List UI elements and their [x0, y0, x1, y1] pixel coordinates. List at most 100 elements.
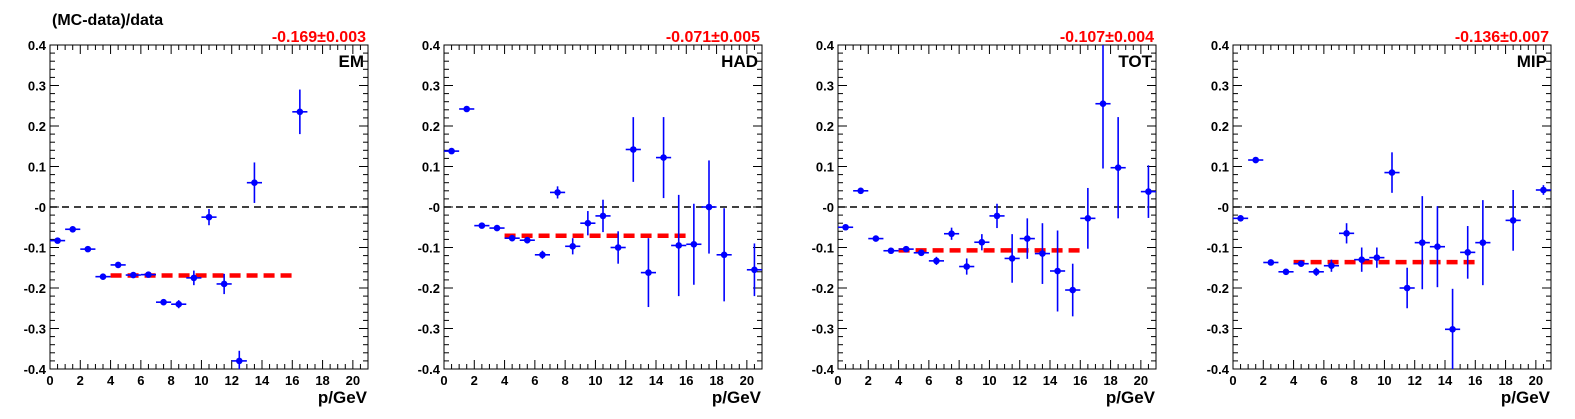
data-point	[1140, 165, 1156, 218]
data-marker	[539, 251, 546, 259]
data-marker	[1388, 169, 1396, 176]
data-marker	[508, 234, 516, 242]
y-tick-label: -0.2	[812, 281, 834, 296]
data-marker	[705, 203, 713, 211]
data-marker	[660, 154, 667, 161]
x-tick-label: 16	[285, 373, 299, 388]
y-tick-label: 0.3	[28, 79, 46, 94]
fit-result-text: -0.136±0.007	[1455, 29, 1549, 46]
data-point	[65, 225, 81, 233]
x-tick-label: 10	[1377, 373, 1391, 388]
data-marker	[296, 108, 304, 116]
data-marker	[1449, 326, 1456, 333]
x-tick-label: 14	[649, 373, 664, 388]
data-marker	[933, 257, 940, 265]
panel-label: MIP	[1517, 52, 1547, 71]
data-points	[1233, 152, 1551, 369]
x-tick-label: 0	[46, 373, 53, 388]
data-marker	[1434, 243, 1441, 250]
data-marker	[1084, 215, 1092, 222]
data-point	[171, 300, 187, 309]
data-point	[125, 271, 141, 279]
y-tick-label: 0.1	[28, 160, 46, 175]
y-tick-label: -0	[428, 200, 440, 215]
x-tick-label: 10	[982, 373, 996, 388]
data-marker	[993, 212, 1001, 220]
data-point	[110, 261, 126, 269]
x-tick-label: 20	[346, 373, 360, 388]
x-tick-label: 8	[956, 373, 963, 388]
data-marker	[1297, 260, 1305, 268]
data-point	[80, 245, 96, 253]
data-point	[201, 209, 217, 226]
x-tick-label: 18	[1498, 373, 1512, 388]
data-point	[1233, 215, 1249, 222]
x-tick-label: 20	[1134, 373, 1148, 388]
data-point	[989, 203, 1005, 229]
data-marker	[1145, 188, 1152, 195]
data-point	[504, 234, 520, 242]
x-tick-label: 18	[709, 373, 723, 388]
data-point	[1399, 267, 1415, 309]
data-marker	[145, 271, 152, 278]
y-tick-label: -0.3	[418, 322, 440, 337]
x-tick-label: 6	[1320, 373, 1327, 388]
data-marker	[554, 189, 561, 196]
data-marker	[1509, 217, 1517, 224]
x-tick-label: 20	[1529, 373, 1543, 388]
data-point	[1445, 288, 1461, 369]
y-tick-label: -0.4	[812, 362, 835, 377]
x-tick-label: 2	[1260, 373, 1267, 388]
x-tick-label: 6	[137, 373, 144, 388]
data-point	[1110, 117, 1126, 219]
x-tick-label: 16	[679, 373, 693, 388]
data-point	[292, 89, 308, 135]
y-tick-label: -0.1	[418, 241, 440, 256]
data-point	[640, 238, 656, 308]
y-tick-label: -0.2	[24, 281, 46, 296]
panel-label: TOT	[1118, 52, 1152, 71]
data-marker	[857, 187, 865, 195]
data-point	[1429, 206, 1445, 288]
x-axis-label: p/GeV	[1106, 388, 1156, 407]
panels: -0.4 -0.3 -0.2 -0.1 -0 0.1 0.2 0.3 0.4 0 2 4 6 8 10 12 1…	[24, 29, 1552, 407]
y-tick-label: 0.2	[816, 119, 834, 134]
data-marker	[523, 236, 531, 244]
data-point	[580, 211, 596, 236]
y-tick-label: 0.4	[28, 38, 47, 53]
data-point	[944, 227, 960, 240]
data-point	[610, 231, 626, 264]
data-point	[1050, 230, 1066, 312]
data-marker	[99, 273, 107, 280]
x-tick-label: 0	[1229, 373, 1236, 388]
chart-panel-tot: -0.4 -0.3 -0.2 -0.1 -0 0.1 0.2 0.3 0.4 0 2 4 6 8 10 12 1…	[812, 29, 1157, 407]
data-point	[868, 235, 884, 242]
data-point	[565, 238, 581, 255]
y-tick-label: 0.2	[28, 119, 46, 134]
data-marker	[1282, 268, 1290, 276]
x-tick-label: 18	[1103, 373, 1117, 388]
y-tick-label: 0.2	[422, 119, 440, 134]
figure-ylabel: (MC-data)/data	[52, 12, 163, 29]
data-marker	[1267, 259, 1275, 266]
data-marker	[963, 263, 971, 270]
x-axis-label: p/GeV	[1501, 388, 1551, 407]
data-point	[489, 224, 505, 232]
data-marker	[1008, 255, 1016, 262]
data-marker	[887, 247, 895, 255]
x-tick-label: 12	[1012, 373, 1026, 388]
data-point	[216, 273, 232, 295]
data-point	[140, 271, 156, 278]
data-marker	[220, 280, 228, 288]
data-point	[1475, 200, 1491, 286]
x-tick-label: 12	[618, 373, 632, 388]
data-point	[838, 223, 854, 231]
x-tick-label: 10	[194, 373, 208, 388]
data-marker	[175, 300, 183, 308]
data-point	[701, 160, 717, 254]
y-tick-label: -0.3	[1207, 322, 1229, 337]
data-marker	[69, 225, 77, 233]
chart-panel-mip: -0.4 -0.3 -0.2 -0.1 -0 0.1 0.2 0.3 0.4 0 2 4 6 8 10 12 1…	[1207, 29, 1552, 407]
data-marker	[1039, 250, 1046, 257]
